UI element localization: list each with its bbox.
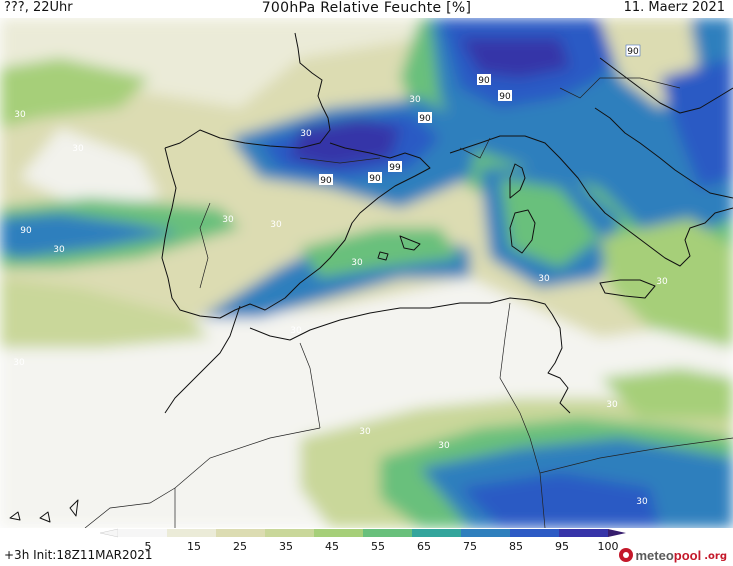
contour-label-30: 30 [72,144,84,154]
svg-text:90: 90 [369,174,381,184]
meteopool-logo-icon [618,548,633,562]
contour-label-30: 30 [359,427,371,437]
legend-tick-label: 75 [463,540,477,553]
contour-label-30: 30 [438,441,450,451]
contour-label-30: 30 [636,497,648,507]
svg-text:90: 90 [419,114,431,124]
svg-text:90: 90 [627,47,639,57]
contour-label-90: 90 [319,174,333,186]
forecast-date: 11. Maerz 2021 [623,0,725,15]
map-title: 700hPa Relative Feuchte [%] [261,0,472,16]
legend-tick-label: 100 [598,540,619,553]
legend-color-segment [559,529,609,537]
contour-label-30: 30 [606,400,618,410]
legend-color-segment [510,529,560,537]
brand-tld: .org [704,551,727,562]
legend-color-segment [314,529,364,537]
legend-tick-label: 15 [187,540,201,553]
contour-label-30: 30 [300,129,312,139]
humidity-map: 90 90 90 90 90 90 99 90 30 30 [0,18,733,528]
legend-colorbar [99,528,626,538]
contour-label-90: 90 [368,172,382,184]
legend-color-segment [118,529,168,537]
contour-label-90: 90 [418,112,432,124]
color-legend: 5 15 25 35 45 55 65 75 85 95 100 [99,528,626,553]
legend-color-segment [167,529,217,537]
legend-min-arrow [99,528,119,538]
legend-color-segment [216,529,266,537]
contour-label-90: 90 [498,90,512,102]
legend-max-arrow [608,529,626,537]
legend-tick-labels: 5 15 25 35 45 55 65 75 85 95 100 [145,540,619,553]
contour-label-30: 30 [222,215,234,225]
contour-label-90: 90 [625,44,641,57]
contour-label-30: 30 [409,95,421,105]
contour-label-30: 30 [13,358,25,368]
legend-color-segment [363,529,413,537]
legend-tick-label: 95 [555,540,569,553]
contour-label-30: 30 [656,277,668,287]
contour-label-90: 90 [20,226,32,236]
legend-color-segment [461,529,511,537]
legend-tick-label: 25 [233,540,247,553]
legend-tick-label: 35 [279,540,293,553]
legend-tick-label: 65 [417,540,431,553]
contour-label-30: 30 [290,326,302,336]
meteopool-logo[interactable]: meteopool .org [618,546,727,564]
svg-text:90: 90 [320,176,332,186]
legend-tick-label: 85 [509,540,523,553]
svg-text:99: 99 [389,163,401,173]
legend-color-segment [412,529,462,537]
contour-label-30: 30 [270,220,282,230]
forecast-time-label: ???, 22Uhr [4,0,73,15]
contour-label-30: 30 [538,274,550,284]
svg-text:90: 90 [478,76,490,86]
legend-tick-label: 55 [371,540,385,553]
legend-color-segment [265,529,315,537]
legend-tick-label: 45 [325,540,339,553]
svg-text:90: 90 [20,226,32,236]
humidity-field [0,18,733,528]
legend-tick-label: 5 [145,540,152,553]
contour-label-30: 30 [53,245,65,255]
contour-label-30: 30 [14,110,26,120]
init-run-label: +3h Init:18Z11MAR2021 [4,548,153,562]
contour-labels: 90 90 90 90 90 90 99 90 30 30 [13,44,668,507]
contour-label-99: 99 [388,161,402,173]
svg-text:90: 90 [499,92,511,102]
country-borders [84,77,733,528]
coastlines [9,32,733,523]
brand-name: meteopool [635,547,702,563]
contour-label-30: 30 [351,258,363,268]
contour-label-90: 90 [477,74,491,86]
